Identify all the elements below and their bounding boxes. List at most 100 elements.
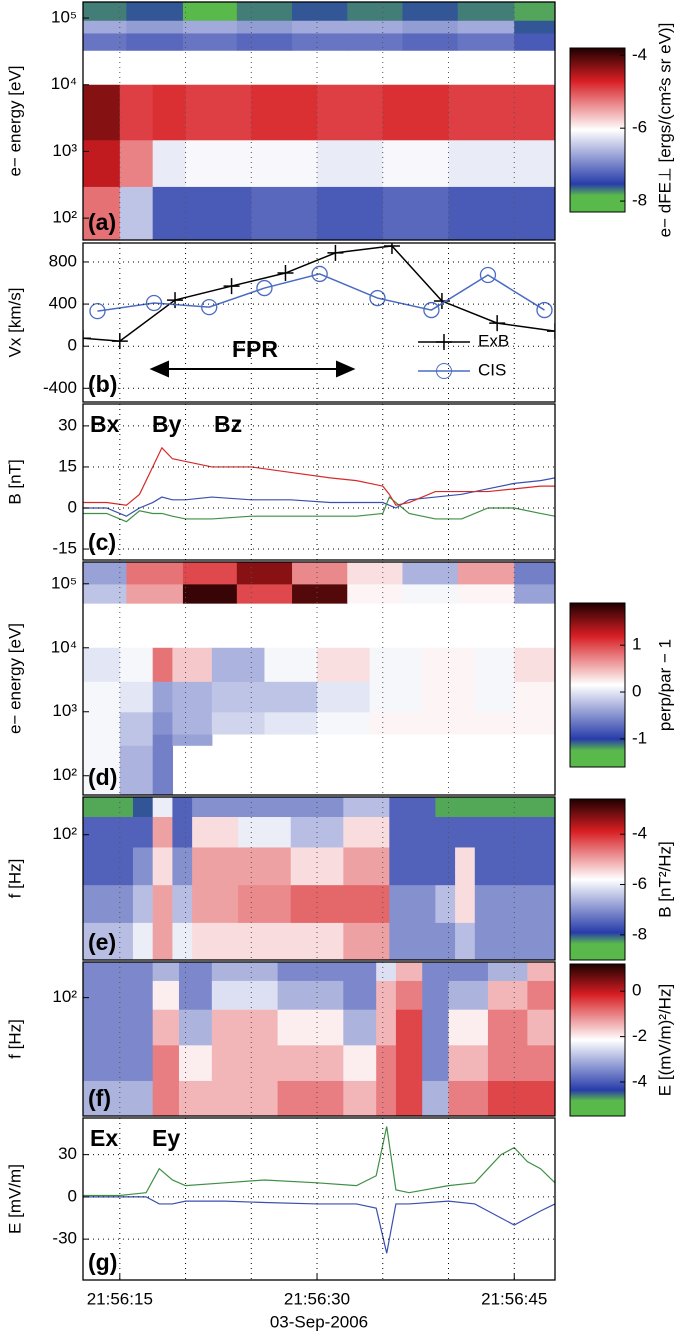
colorbar-tick-label: -6 [632, 874, 647, 893]
heatmap-cell [236, 562, 293, 585]
heatmap-cell [119, 745, 154, 795]
heatmap-cell [402, 32, 459, 51]
marker [256, 279, 273, 297]
heatmap-cell [317, 186, 384, 240]
colorbar-tick-label: -2 [632, 1026, 647, 1045]
y-tick-label: 30 [58, 1144, 77, 1163]
heatmap-cell [343, 1044, 377, 1081]
heatmap-cell [422, 1044, 450, 1081]
y-tick-label: 10³ [52, 701, 77, 720]
heatmap-cell [487, 1044, 528, 1081]
heatmap-cell [152, 962, 180, 981]
heatmap-cell [474, 681, 515, 713]
x-axis-label: 03-Sep-2006 [270, 1312, 368, 1331]
heatmap-cell [192, 797, 239, 818]
heatmap-cell [369, 647, 423, 682]
marker [479, 266, 497, 284]
heatmap-cell [192, 816, 239, 848]
heatmap-cell [277, 1009, 344, 1046]
heatmap-cell [83, 32, 127, 51]
heatmap-cell [514, 681, 555, 713]
colorbar-tick-label: -4 [632, 824, 647, 843]
heatmap-cell [132, 797, 154, 818]
heatmap-cell [152, 84, 187, 141]
heatmap-cell [178, 1044, 213, 1081]
y-tick-label: 10² [52, 765, 77, 784]
heatmap-cell [402, 562, 459, 585]
colorbar-label: B [nT²/Hz] [655, 841, 674, 918]
panel-label: (b) [88, 371, 117, 397]
heatmap-cell [376, 1044, 397, 1081]
heatmap-cell [238, 816, 292, 848]
heatmap-cell [83, 84, 121, 141]
panel-label: (f) [88, 1085, 111, 1111]
heatmap-cell [514, 186, 555, 240]
heatmap-cell [527, 1044, 555, 1081]
heatmap-cell [317, 84, 384, 141]
y-tick-label: 10² [52, 208, 77, 227]
heatmap-cell [83, 139, 121, 187]
heatmap-cell [369, 711, 423, 735]
heatmap-cell [172, 922, 193, 960]
legend-entry: Bx [90, 411, 120, 437]
heatmap-cell [172, 681, 213, 713]
heatmap-cell [83, 884, 134, 923]
heatmap-cell [182, 32, 238, 51]
heatmap-cell [152, 745, 174, 795]
plot-area [83, 446, 555, 523]
heatmap-cell [474, 797, 555, 818]
y-axis-label: E [mV/m] [5, 1164, 24, 1234]
heatmap-cell [152, 711, 174, 735]
heatmap-cell [83, 711, 121, 735]
heatmap-cell [343, 816, 390, 848]
heatmap-cell [292, 2, 348, 21]
heatmap-cell [435, 797, 456, 818]
heatmap-cell [178, 1009, 213, 1046]
heatmap-cell [343, 797, 390, 818]
marker [423, 301, 440, 319]
heatmap-cell [347, 32, 404, 51]
panel-label: (d) [88, 764, 117, 790]
heatmap-cell [347, 583, 404, 604]
heatmap-cell [126, 20, 184, 34]
heatmap-cell [83, 1044, 154, 1081]
heatmap-cell [277, 1044, 344, 1081]
heatmap-cell [83, 1080, 154, 1116]
heatmap-cell [182, 2, 238, 21]
heatmap-cell [119, 647, 154, 682]
heatmap-cell [185, 139, 252, 187]
heatmap-cell [402, 20, 459, 34]
y-tick-label: 30 [58, 415, 77, 434]
panel-label: (a) [88, 209, 116, 235]
heatmap-cell [172, 846, 193, 886]
heatmap-cell [448, 139, 515, 187]
heatmap-cell [251, 84, 318, 141]
axes-frame [82, 796, 556, 961]
heatmap-cell [277, 980, 344, 1010]
heatmap-cell [474, 647, 515, 682]
heatmap-cell [119, 84, 154, 141]
heatmap-cell [238, 922, 292, 960]
heatmap-cell [422, 711, 476, 735]
heatmap-cell [152, 1009, 180, 1046]
heatmap-cell [487, 980, 528, 1010]
marker [489, 315, 506, 332]
legend-entry: By [152, 411, 182, 437]
heatmap-cell [457, 562, 515, 585]
heatmap-cell [211, 647, 266, 682]
heatmap-cell [152, 733, 174, 746]
plot-area [83, 1126, 555, 1254]
colorbar [569, 47, 626, 213]
heatmap-cell [474, 846, 555, 886]
heatmap-cell [172, 647, 213, 682]
line-series [83, 446, 555, 506]
colorbar [569, 602, 626, 768]
heatmap-cell [389, 816, 436, 848]
heatmap-cell [487, 1009, 528, 1046]
heatmap-cell [172, 733, 213, 746]
heatmap-cell [343, 1080, 377, 1116]
heatmap-cell [448, 84, 515, 141]
colorbar-label: e− dFE⊥ [ergs/(cm²s sr eV)] [655, 23, 674, 238]
